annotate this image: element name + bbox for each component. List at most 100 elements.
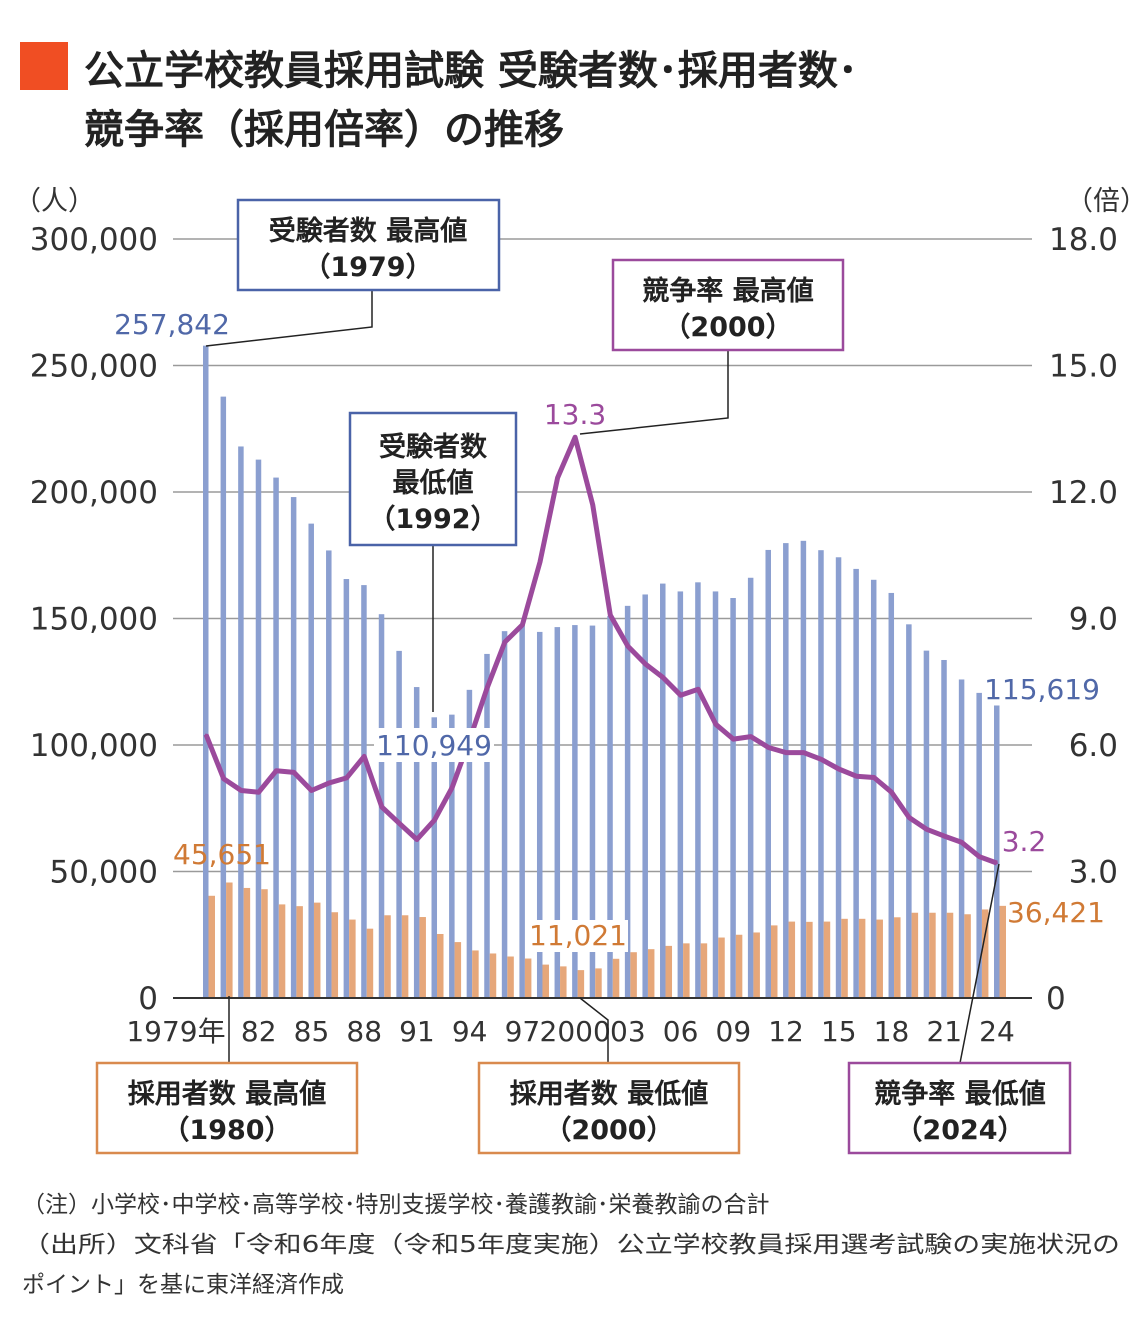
hires-bar bbox=[964, 914, 971, 998]
ratio-point bbox=[257, 791, 260, 794]
applicants-bar bbox=[572, 625, 578, 998]
ratio-point bbox=[380, 805, 383, 808]
ratio-point bbox=[328, 781, 331, 784]
annotation-hires-max: 採用者数 最高値 （1980） bbox=[95, 1061, 359, 1155]
svg-text:受験者数 最高値: 受験者数 最高値 bbox=[269, 215, 467, 247]
svg-text:（1980）: （1980） bbox=[162, 1115, 291, 1146]
label-hires-min: 11,021 bbox=[529, 919, 627, 952]
ratio-point bbox=[644, 663, 647, 666]
svg-text:競争率 最高値: 競争率 最高値 bbox=[642, 275, 813, 307]
hires-bar bbox=[384, 915, 391, 998]
ratio-line bbox=[203, 434, 998, 866]
hires-bar bbox=[472, 950, 479, 998]
applicants-bar bbox=[730, 598, 736, 998]
applicants-bar bbox=[906, 624, 912, 998]
ratio-point bbox=[626, 645, 629, 648]
applicants-bar bbox=[203, 345, 209, 998]
left-tick-label: 100,000 bbox=[30, 728, 158, 764]
right-axis-ticks: 0 3.0 6.0 9.0 12.0 15.0 18.0 bbox=[1046, 222, 1118, 1017]
right-tick-label: 3.0 bbox=[1069, 855, 1118, 891]
applicants-bar bbox=[835, 557, 842, 998]
hires-bar bbox=[647, 949, 655, 998]
left-axis-unit: （人） bbox=[14, 186, 95, 217]
ratio-point bbox=[451, 786, 454, 789]
footnote-source-1: （出所）文科省「令和6年度（令和5年度実施）公立学校教員採用選考試験の実施状況の bbox=[22, 1232, 1120, 1258]
ratio-point bbox=[503, 641, 506, 644]
svg-text:（2024）: （2024） bbox=[895, 1115, 1024, 1146]
applicants-bar bbox=[589, 625, 596, 998]
applicants-bar bbox=[660, 583, 666, 998]
ratio-point bbox=[574, 436, 577, 439]
applicants-bar bbox=[607, 615, 613, 998]
applicants-bar bbox=[853, 568, 859, 998]
ratio-point bbox=[960, 841, 963, 844]
left-tick-label: 150,000 bbox=[30, 602, 158, 638]
hires-bar bbox=[296, 906, 303, 998]
applicants-bar bbox=[765, 549, 771, 998]
annotation-hires-min: 採用者数 最低値 （2000） bbox=[477, 1061, 741, 1155]
label-applicants-max: 257,842 bbox=[114, 308, 230, 341]
ratio-point bbox=[943, 835, 946, 838]
ratio-point bbox=[433, 819, 436, 822]
applicants-bar bbox=[958, 679, 965, 998]
label-bg bbox=[528, 920, 628, 952]
svg-text:採用者数 最高値: 採用者数 最高値 bbox=[128, 1078, 326, 1110]
ratio-point bbox=[872, 776, 875, 779]
hires-bar bbox=[981, 909, 989, 998]
applicants-bar bbox=[519, 625, 525, 998]
hires-bar bbox=[208, 895, 215, 998]
ratio-point bbox=[697, 688, 700, 691]
ratio-point bbox=[591, 503, 594, 506]
ratio-points bbox=[205, 436, 998, 865]
applicants-bar bbox=[431, 717, 438, 998]
applicants-bar bbox=[800, 540, 807, 998]
x-tick-label: 06 bbox=[663, 1015, 699, 1048]
left-tick-label: 50,000 bbox=[50, 855, 158, 891]
footnote-note: （注）小学校･中学校･高等学校･特別支援学校･養護教諭･栄養教諭の合計 bbox=[22, 1192, 770, 1218]
hires-bar bbox=[524, 958, 532, 998]
hires-bar bbox=[630, 952, 637, 998]
svg-text:（1992）: （1992） bbox=[368, 504, 497, 535]
leader-lines bbox=[205, 290, 1000, 1064]
label-applicants-min: 110,949 bbox=[376, 729, 492, 762]
hires-bar bbox=[753, 932, 760, 998]
applicants-bar bbox=[818, 550, 824, 998]
applicants-bar bbox=[712, 591, 719, 998]
applicants-bar bbox=[343, 579, 350, 998]
svg-text:競争率 最低値: 競争率 最低値 bbox=[874, 1078, 1045, 1110]
label-hires-max: 45,651 bbox=[173, 838, 271, 871]
ratio-point bbox=[837, 768, 840, 771]
ratio-point bbox=[609, 614, 612, 617]
bars bbox=[203, 345, 1006, 999]
ratio-point bbox=[205, 733, 207, 736]
ratio-point bbox=[363, 755, 366, 758]
applicants-bar bbox=[941, 659, 947, 998]
applicants-bar bbox=[870, 579, 877, 998]
applicants-bar bbox=[536, 631, 543, 998]
label-ratio-last: 3.2 bbox=[1002, 825, 1047, 858]
x-tick-label: 09 bbox=[716, 1015, 752, 1048]
annotation-applicants-max: 受験者数 最高値 （1979） bbox=[236, 198, 501, 292]
hires-bar bbox=[876, 919, 883, 998]
hires-bar bbox=[226, 882, 233, 998]
svg-text:（2000）: （2000） bbox=[544, 1115, 673, 1146]
applicants-bar bbox=[747, 577, 754, 998]
hires-bar bbox=[823, 921, 831, 998]
hires-bar bbox=[665, 945, 673, 998]
hires-bar bbox=[806, 921, 813, 998]
ratio-point bbox=[925, 828, 928, 831]
left-axis-ticks: 0 50,000 100,000 150,000 200,000 250,000 300,0… bbox=[30, 222, 158, 1017]
ratio-point bbox=[785, 751, 788, 754]
ratio-point bbox=[415, 838, 418, 841]
applicants-bar bbox=[976, 692, 982, 998]
hires-bar bbox=[612, 958, 620, 998]
hires-bar bbox=[243, 887, 251, 998]
right-tick-label: 12.0 bbox=[1049, 475, 1118, 511]
hires-bar bbox=[894, 917, 901, 998]
hires-bar bbox=[700, 943, 708, 998]
chart-title-line2: 競争率（採用倍率）の推移 bbox=[84, 107, 564, 153]
x-axis-ticks: 1979年 82 85 88 91 94 97 2000 03 06 09 12 15 18 21 24 bbox=[126, 1015, 1014, 1048]
applicants-bar bbox=[290, 497, 297, 998]
applicants-bar bbox=[449, 714, 455, 998]
